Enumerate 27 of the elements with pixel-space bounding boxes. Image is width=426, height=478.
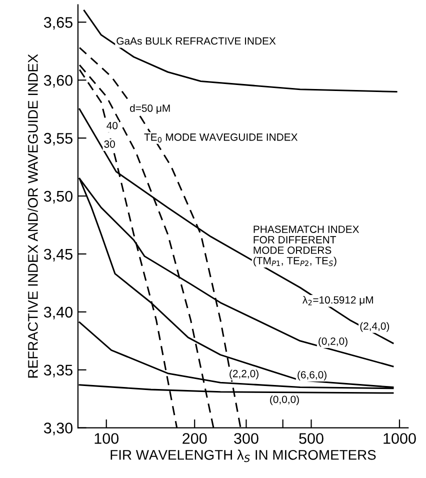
y-tick-label: 3,55 [44, 132, 72, 146]
annotation: GaAs BULK REFRACTIVE INDEX [116, 37, 276, 45]
y-tick-label: 3,40 [44, 306, 72, 320]
y-tick-label: 3,35 [44, 364, 72, 378]
annotation: TE$_{0}$ MODE WAVEGUIDE INDEX [144, 133, 298, 143]
annotation: d=50 μM [130, 104, 170, 114]
annotation: (6,6,0) [298, 370, 326, 381]
text: PHASEMATCH INDEX FOR DIFFERENT MODE ORDERS (TM$_{P1}$, TE$_{P2}$, TE$_{S}$) [254, 226, 360, 266]
annotation: (2,2,0) [230, 370, 258, 380]
y-tick-label: 3,65 [44, 17, 72, 30]
x-tick-label: 300 [234, 433, 258, 444]
annotation: (2,4,0) [360, 322, 390, 332]
x-tick-label: 200 [182, 433, 207, 444]
annotation: 40 [106, 122, 118, 130]
x-axis-title: FIR WAVELENGTH λ$_{S}$ IN MICROMETERS [110, 450, 376, 462]
x-tick-label: 1000 [384, 433, 416, 444]
y-tick-label: 3,50 [44, 190, 72, 204]
annotation: λ$_{2}$=10.5912 μM [302, 296, 373, 306]
annotation: (0,0,0) [270, 395, 299, 406]
x-tick-label: 100 [94, 433, 119, 444]
annotation: 30 [104, 140, 115, 148]
y-tick-label: 3,30 [44, 422, 72, 436]
annotation: (0,2,0) [318, 337, 348, 347]
y-tick-label: 3,60 [44, 74, 72, 88]
y-tick-label: 3,45 [44, 248, 72, 262]
x-tick-label: 500 [299, 433, 324, 444]
y-axis-title: REFRACTIVE INDEX AND/OR WAVEGUIDE INDEX [28, 54, 38, 378]
